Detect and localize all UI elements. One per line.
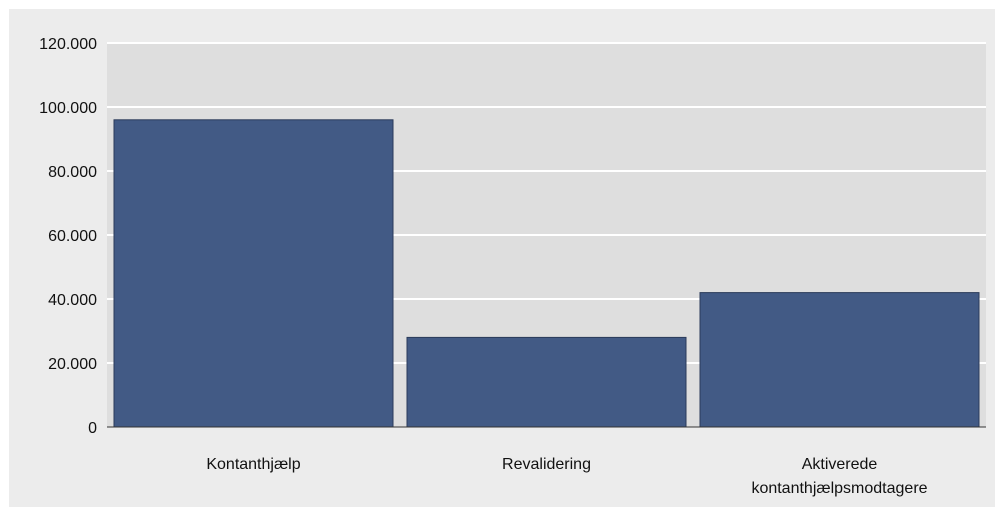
bar-3 (699, 292, 980, 428)
y-tick-label-3: 60.000 (48, 228, 97, 245)
x-tick-label-2: Revalidering (502, 456, 591, 473)
y-tick-label-0: 0 (88, 420, 97, 437)
y-tick-label-1: 20.000 (48, 356, 97, 373)
bar-1 (113, 119, 394, 428)
bar-chart: 0 20.000 40.000 60.000 80.000 100.000 120.000 K… (39, 36, 986, 497)
x-tick-label-3-line-2: kontanthjælpsmodtagere (751, 480, 927, 497)
chart-frame: 0 20.000 40.000 60.000 80.000 100.000 120.000 K… (9, 9, 995, 507)
y-tick-label-4: 80.000 (48, 164, 97, 181)
y-tick-label-2: 40.000 (48, 292, 97, 309)
x-tick-label-1: Kontanthjælp (206, 456, 300, 473)
y-tick-label-6: 120.000 (39, 36, 97, 53)
x-tick-label-3-line-1: Aktiverede (802, 456, 878, 473)
y-tick-label-5: 100.000 (39, 100, 97, 117)
bar-2 (406, 336, 687, 428)
